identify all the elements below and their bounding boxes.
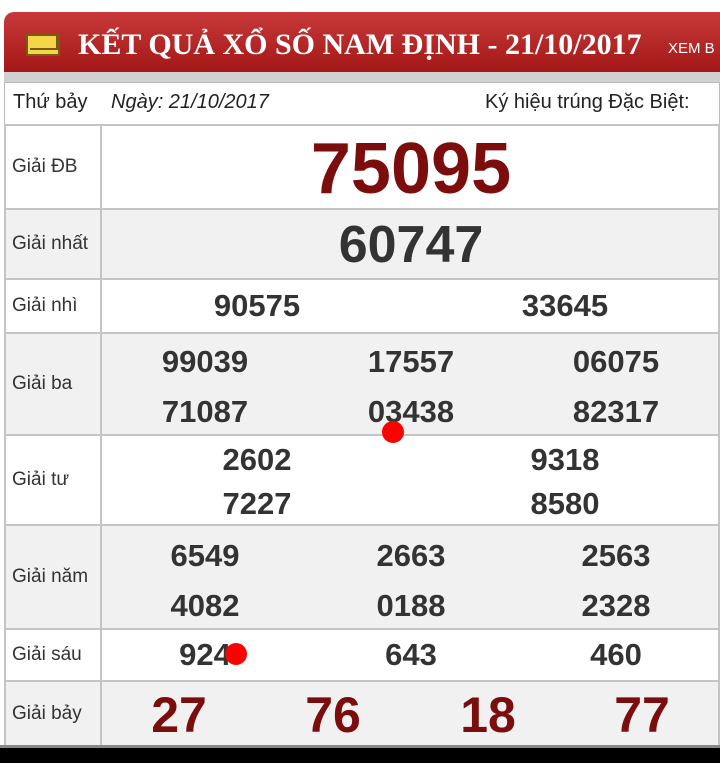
prize-number: 03438	[367, 394, 455, 429]
results-header: KẾT QUẢ XỔ SỐ NAM ĐỊNH - 21/10/2017 XEM …	[4, 12, 720, 74]
bottom-bar	[0, 745, 720, 763]
draw-date: Ngày: 21/10/2017	[111, 91, 269, 113]
prize-row-3: Giải ba 99039 17557 06075 71087 03438 82…	[4, 332, 720, 436]
prize-label: Giải nhì	[4, 278, 102, 334]
prize-label: Giải năm	[4, 524, 102, 630]
page-title: KẾT QUẢ XỔ SỐ NAM ĐỊNH - 21/10/2017	[78, 28, 642, 61]
touch-marker-dot	[225, 643, 247, 665]
results-table: Giải ĐB 75095 Giải nhất 60747 Giải nhì 9…	[4, 124, 720, 747]
special-code-label: Ký hiệu trúng Đặc Biệt:	[485, 91, 690, 113]
prize-label: Giải ba	[4, 332, 102, 436]
prize-row-4: Giải tư 2602 9318 7227 8580	[4, 434, 720, 526]
prize-number: 6549	[170, 538, 240, 573]
prize-number: 2563	[581, 538, 651, 573]
info-row: Thứ bảy Ngày: 21/10/2017 Ký hiệu trúng Đ…	[4, 82, 720, 124]
prize-number: 71087	[161, 394, 249, 429]
prize-row-7: Giải bảy 27 76 18 77	[4, 680, 720, 747]
prize-number: 0188	[376, 588, 446, 623]
prize-number: 33645	[521, 288, 609, 323]
prize-label: Giải bảy	[4, 680, 102, 747]
prize-number: 60747	[338, 216, 484, 274]
prize-row-6: Giải sáu 924 643 460	[4, 628, 720, 682]
prize-row-2: Giải nhì 90575 33645	[4, 278, 720, 334]
weekday: Thứ bảy	[13, 91, 88, 113]
prize-number: 2663	[376, 538, 446, 573]
prize-number: 17557	[367, 344, 455, 379]
view-more-link[interactable]: XEM B	[668, 40, 715, 57]
prize-label: Giải sáu	[4, 628, 102, 682]
prize-number: 77	[614, 687, 670, 743]
header-divider	[4, 72, 720, 82]
prize-number: 643	[385, 637, 437, 672]
prize-number: 460	[590, 637, 642, 672]
touch-marker-dot	[382, 421, 404, 443]
prize-number: 8580	[530, 486, 600, 521]
prize-number: 2602	[222, 442, 292, 477]
prize-number: 27	[151, 687, 207, 743]
prize-number: 2328	[581, 588, 651, 623]
prize-number: 924	[179, 637, 231, 672]
prize-number: 9318	[530, 442, 600, 477]
prize-number: 82317	[572, 394, 660, 429]
prize-number: 18	[460, 687, 516, 743]
prize-row-db: Giải ĐB 75095	[4, 124, 720, 210]
prize-number: 06075	[572, 344, 660, 379]
prize-number: 99039	[161, 344, 249, 379]
envelope-icon	[26, 34, 60, 56]
prize-number: 76	[305, 687, 361, 743]
prize-label: Giải ĐB	[4, 124, 102, 210]
prize-row-1: Giải nhất 60747	[4, 208, 720, 280]
prize-number: 75095	[310, 129, 512, 209]
prize-number: 90575	[213, 288, 301, 323]
prize-number: 7227	[222, 486, 292, 521]
prize-number: 4082	[170, 588, 240, 623]
prize-label: Giải tư	[4, 434, 102, 526]
prize-row-5: Giải năm 6549 2663 2563 4082 0188 2328	[4, 524, 720, 630]
prize-label: Giải nhất	[4, 208, 102, 280]
